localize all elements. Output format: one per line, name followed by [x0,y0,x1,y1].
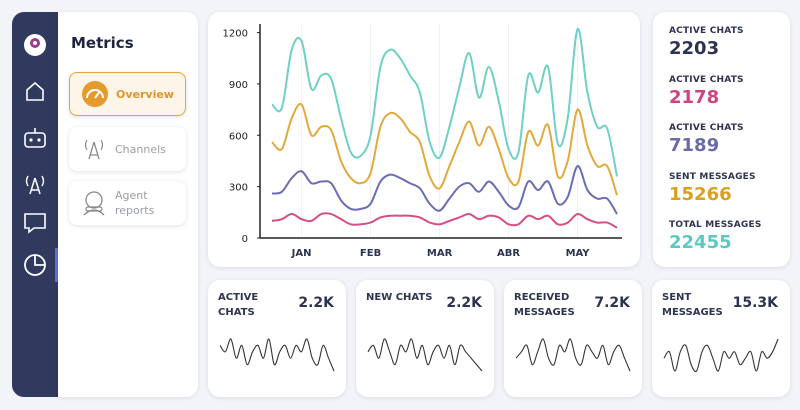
card-value: 2.2K [298,295,334,311]
stat-label: TOTAL MESSAGES [669,220,762,230]
stat-label: ACTIVE CHATS [669,26,744,36]
card-value: 15.3K [732,295,778,311]
y-tick-label: 600 [229,131,248,142]
metric-card: NEW CHATS 2.2K [356,280,494,397]
card-label: SENT MESSAGES [662,292,723,318]
x-tick-label: FEB [360,248,381,259]
nav-label: Agent reports [115,189,155,217]
x-tick-label: MAR [427,248,453,259]
y-tick-label: 0 [242,234,248,245]
channels-icon[interactable] [29,177,41,195]
series-line [271,165,618,215]
sparkline [367,338,483,372]
home-icon[interactable] [26,81,44,101]
series-line [271,28,618,177]
stats-card: ACTIVE CHATS 2203 ACTIVE CHATS 2178 ACTIVE C… [653,12,790,267]
y-tick-label: 300 [229,183,248,194]
stat-label: SENT MESSAGES [669,171,756,182]
sparkline-line [367,338,483,372]
nav-channels[interactable]: Channels [69,127,186,171]
chart-card: 0 300 600 900 1200 JAN FEB MAR ABR MAY [208,12,640,267]
nav-overview[interactable]: Overview [69,72,186,116]
y-tick-label: 900 [229,80,248,91]
x-tick-label: JAN [291,248,312,259]
icon-bar [12,12,58,397]
stat-value: 7189 [669,135,720,156]
sparkline-line [663,338,779,373]
panel-title: Metrics [71,34,134,52]
card-value: 2.2K [446,295,482,311]
bot-icon[interactable] [24,132,46,148]
agent-icon [83,191,105,216]
metric-card: SENT MESSAGES 15.3K [652,280,790,397]
series-line [271,102,618,196]
stat-label: ACTIVE CHATS [669,123,744,133]
y-tick-label: 1200 [223,29,248,40]
metric-card: RECEIVED MESSAGES 7.2K [504,280,642,397]
sparkline [219,338,335,372]
card-value: 7.2K [594,295,630,311]
stat: ACTIVE CHATS 2203 [669,26,744,59]
channels-nav-icon [84,139,104,160]
stat: ACTIVE CHATS 2178 [669,75,744,108]
stat: SENT MESSAGES 15266 [669,172,756,205]
series-line [271,212,618,229]
sparkline-line [219,338,335,372]
card-label: NEW CHATS [366,292,433,303]
sparkline-line [515,338,631,372]
overview-icon [82,81,108,107]
stat-value: 22455 [669,232,732,253]
icon-bar-icons [24,34,58,282]
card-label: RECEIVED MESSAGES [514,292,575,318]
stat: TOTAL MESSAGES 22455 [669,220,762,253]
stat-value: 2178 [669,86,720,108]
metric-card: ACTIVE CHATS 2.2K [208,280,346,397]
stat-label: ACTIVE CHATS [669,74,744,85]
nav-label: Channels [115,142,166,156]
stat-value: 15266 [669,183,732,205]
x-tick-label: ABR [497,248,520,259]
stat-value: 2203 [669,38,720,59]
sparkline [515,338,631,372]
card-label: ACTIVE CHATS [218,292,259,318]
nav-agent-reports[interactable]: Agent reports [69,181,186,225]
stat: ACTIVE CHATS 7189 [669,123,744,156]
x-tick-label: MAY [566,248,591,259]
active-indicator [55,248,58,282]
chat-icon[interactable] [24,213,46,234]
nav-label: Overview [116,87,174,101]
sparkline [663,338,779,373]
line-chart: 0 300 600 900 1200 JAN FEB MAR ABR MAY [223,24,622,259]
